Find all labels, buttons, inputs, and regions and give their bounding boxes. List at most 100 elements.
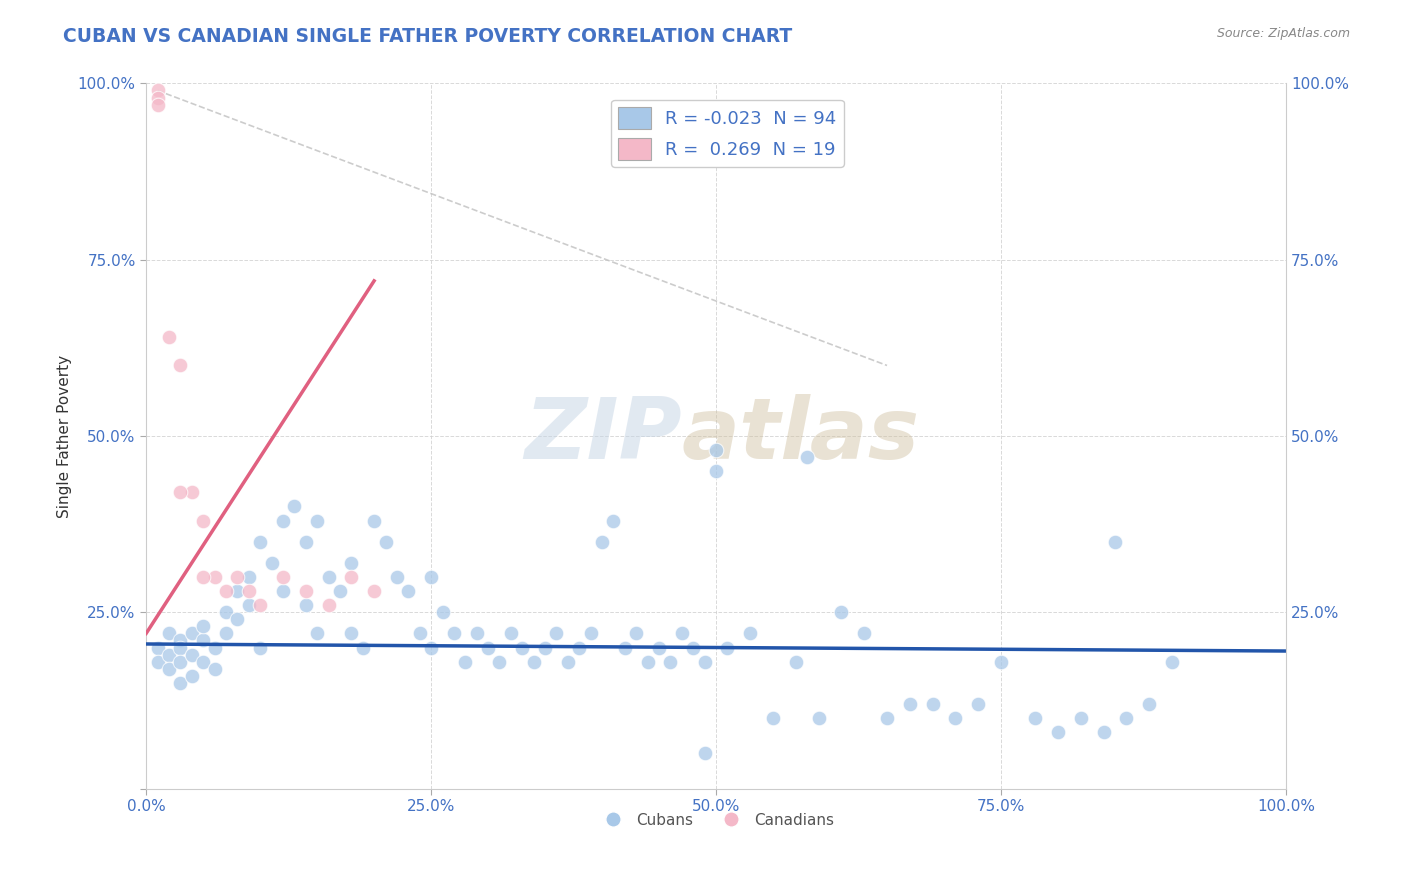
Point	[238, 570, 260, 584]
Point	[626, 626, 648, 640]
Point	[180, 485, 202, 500]
Point	[146, 83, 169, 97]
Point	[1070, 711, 1092, 725]
Point	[340, 570, 363, 584]
Point	[226, 570, 249, 584]
Point	[180, 648, 202, 662]
Point	[432, 605, 454, 619]
Point	[169, 359, 191, 373]
Point	[374, 534, 396, 549]
Point	[294, 534, 316, 549]
Point	[385, 570, 408, 584]
Point	[420, 640, 443, 655]
Point	[704, 443, 727, 458]
Point	[613, 640, 636, 655]
Point	[363, 514, 385, 528]
Point	[693, 746, 716, 760]
Point	[146, 97, 169, 112]
Point	[318, 570, 340, 584]
Point	[318, 598, 340, 612]
Point	[1024, 711, 1046, 725]
Point	[169, 640, 191, 655]
Point	[693, 655, 716, 669]
Point	[557, 655, 579, 669]
Point	[340, 626, 363, 640]
Point	[704, 464, 727, 478]
Point	[271, 584, 294, 599]
Text: ZIP: ZIP	[524, 394, 682, 477]
Point	[249, 598, 271, 612]
Point	[226, 584, 249, 599]
Point	[204, 662, 226, 676]
Point	[546, 626, 568, 640]
Point	[169, 655, 191, 669]
Point	[260, 556, 283, 570]
Point	[579, 626, 602, 640]
Point	[294, 598, 316, 612]
Point	[898, 697, 921, 711]
Point	[740, 626, 762, 640]
Point	[271, 570, 294, 584]
Point	[499, 626, 522, 640]
Point	[465, 626, 488, 640]
Point	[591, 534, 613, 549]
Point	[146, 640, 169, 655]
Point	[409, 626, 432, 640]
Point	[534, 640, 557, 655]
Point	[454, 655, 477, 669]
Point	[204, 640, 226, 655]
Point	[1104, 534, 1126, 549]
Point	[945, 711, 967, 725]
Point	[146, 90, 169, 104]
Point	[443, 626, 465, 640]
Point	[659, 655, 682, 669]
Text: CUBAN VS CANADIAN SINGLE FATHER POVERTY CORRELATION CHART: CUBAN VS CANADIAN SINGLE FATHER POVERTY …	[63, 27, 793, 45]
Point	[876, 711, 898, 725]
Point	[340, 556, 363, 570]
Point	[363, 584, 385, 599]
Point	[307, 626, 329, 640]
Point	[180, 669, 202, 683]
Point	[157, 626, 180, 640]
Point	[329, 584, 352, 599]
Point	[169, 675, 191, 690]
Point	[146, 655, 169, 669]
Point	[180, 626, 202, 640]
Point	[169, 485, 191, 500]
Y-axis label: Single Father Poverty: Single Father Poverty	[58, 354, 72, 517]
Point	[169, 633, 191, 648]
Point	[568, 640, 591, 655]
Point	[830, 605, 852, 619]
Point	[396, 584, 419, 599]
Point	[226, 612, 249, 626]
Point	[967, 697, 990, 711]
Point	[762, 711, 785, 725]
Point	[157, 648, 180, 662]
Legend: Cubans, Canadians: Cubans, Canadians	[592, 806, 841, 834]
Point	[238, 584, 260, 599]
Point	[215, 605, 238, 619]
Point	[191, 570, 214, 584]
Point	[637, 655, 659, 669]
Point	[238, 598, 260, 612]
Point	[648, 640, 671, 655]
Point	[807, 711, 830, 725]
Point	[249, 534, 271, 549]
Point	[352, 640, 374, 655]
Point	[1092, 725, 1115, 739]
Point	[204, 570, 226, 584]
Point	[215, 626, 238, 640]
Point	[283, 500, 305, 514]
Point	[671, 626, 693, 640]
Point	[271, 514, 294, 528]
Point	[602, 514, 624, 528]
Point	[477, 640, 499, 655]
Point	[157, 662, 180, 676]
Point	[1137, 697, 1160, 711]
Point	[523, 655, 546, 669]
Point	[191, 619, 214, 633]
Point	[215, 584, 238, 599]
Point	[191, 655, 214, 669]
Point	[853, 626, 876, 640]
Point	[249, 640, 271, 655]
